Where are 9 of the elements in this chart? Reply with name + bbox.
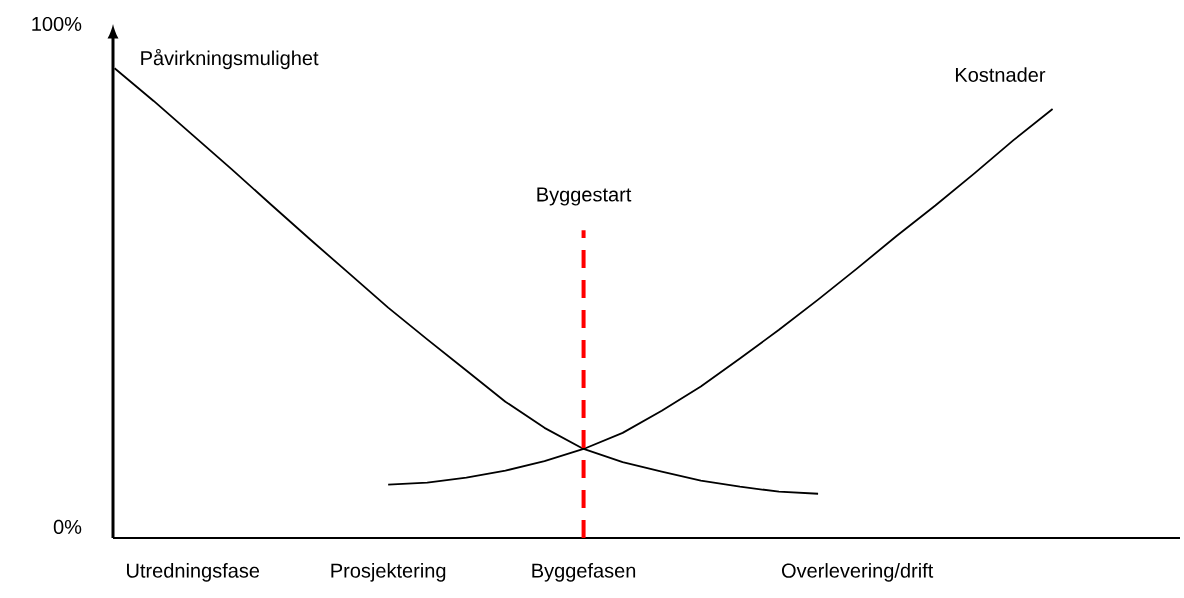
x-tick-label: Utredningsfase: [127, 563, 260, 582]
x-tick-label: Byggefasen: [532, 563, 636, 582]
ref-line-label: Byggestart: [537, 187, 632, 206]
series-label: Kostnader: [955, 67, 1046, 82]
y-tick-label: 100%: [32, 16, 82, 32]
x-tick-label: Overlevering/drift: [781, 563, 934, 582]
y-tick-label: 0%: [53, 519, 82, 534]
x-tick-label: Prosjektering: [331, 563, 446, 582]
series-label: Påvirkningsmulighet: [141, 48, 319, 70]
